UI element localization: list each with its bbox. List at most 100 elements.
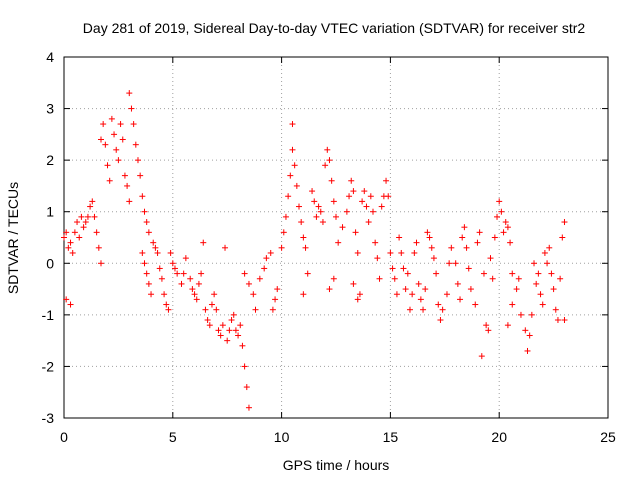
data-point-marker [100, 121, 107, 128]
data-point-marker [541, 249, 548, 256]
data-point-marker [124, 182, 131, 189]
data-point-marker [487, 255, 494, 262]
y-tick-label: 0 [46, 255, 54, 271]
data-point-marker [393, 291, 400, 298]
data-point-marker [143, 219, 150, 226]
data-point-marker [167, 249, 174, 256]
data-point-marker [561, 317, 568, 324]
y-tick-label: -3 [42, 410, 55, 426]
data-point-marker [420, 306, 427, 313]
data-point-marker [137, 172, 144, 179]
data-point-marker [193, 296, 200, 303]
y-tick-label: -2 [42, 358, 55, 374]
data-point-marker [478, 353, 485, 360]
data-point-marker [480, 270, 487, 277]
data-point-marker [356, 291, 363, 298]
data-point-marker [150, 239, 157, 246]
data-point-marker [113, 146, 120, 153]
data-point-marker [461, 224, 468, 231]
data-point-marker [178, 280, 185, 287]
data-point-marker [459, 234, 466, 241]
data-point-marker [500, 229, 507, 236]
data-point-marker [148, 291, 155, 298]
data-point-marker [528, 311, 535, 318]
x-tick-label: 20 [491, 429, 507, 445]
data-point-marker [437, 317, 444, 324]
data-point-marker [158, 275, 165, 282]
data-point-marker [187, 275, 194, 282]
data-point-marker [333, 213, 339, 220]
data-point-marker [145, 280, 152, 287]
data-point-marker [561, 219, 568, 226]
data-point-marker [557, 275, 564, 282]
y-tick-label: -1 [42, 307, 55, 323]
data-point-marker [354, 249, 361, 256]
data-point-marker [515, 275, 522, 282]
data-point-marker [134, 157, 141, 164]
data-point-marker [82, 219, 89, 226]
data-point-marker [415, 280, 422, 287]
data-point-marker [121, 172, 128, 179]
data-point-marker [230, 311, 237, 318]
data-point-marker [206, 322, 213, 329]
data-point-marker [467, 286, 474, 293]
data-point-marker [509, 301, 516, 308]
data-point-marker [61, 234, 67, 241]
data-point-marker [350, 188, 357, 195]
data-point-marker [222, 244, 229, 251]
data-point-marker [65, 244, 72, 251]
data-point-marker [313, 213, 320, 220]
data-point-marker [378, 203, 385, 210]
data-point-marker [524, 347, 531, 354]
data-point-marker [274, 286, 281, 293]
data-point-marker [385, 193, 392, 200]
data-point-marker [439, 306, 446, 313]
data-point-marker [396, 234, 403, 241]
data-point-marker [87, 203, 94, 210]
data-point-marker [169, 260, 176, 267]
data-point-marker [428, 244, 435, 251]
data-point-marker [485, 327, 492, 334]
data-point-marker [67, 301, 74, 308]
data-point-marker [339, 224, 346, 231]
data-point-marker [139, 193, 146, 200]
data-point-marker [311, 198, 318, 205]
data-point-marker [330, 198, 337, 205]
data-point-marker [165, 306, 172, 313]
data-point-marker [430, 255, 437, 262]
data-point-marker [191, 291, 198, 298]
data-point-marker [448, 244, 455, 251]
data-point-marker [324, 146, 331, 153]
data-point-marker [239, 342, 246, 349]
data-point-marker [489, 275, 496, 282]
x-tick-label: 0 [60, 429, 68, 445]
data-point-marker [400, 265, 407, 272]
data-point-marker [343, 208, 350, 215]
data-point-marker [513, 286, 520, 293]
data-point-marker [139, 249, 146, 256]
data-point-marker [354, 296, 361, 303]
data-point-marker [182, 255, 189, 262]
data-point-marker [352, 229, 359, 236]
data-point-marker [504, 322, 511, 329]
data-point-marker [289, 121, 296, 128]
data-point-marker [417, 296, 424, 303]
data-point-marker [71, 229, 78, 236]
data-point-marker [263, 255, 270, 262]
data-point-marker [106, 177, 113, 184]
data-point-marker [330, 275, 337, 282]
data-point-marker [252, 306, 259, 313]
data-point-marker [119, 136, 126, 143]
data-point-marker [63, 296, 70, 303]
data-point-marker [232, 327, 239, 334]
data-point-marker [552, 306, 559, 313]
data-point-marker [304, 270, 311, 277]
data-point-marker [235, 332, 242, 339]
data-point-marker [280, 229, 287, 236]
data-point-marker [372, 239, 379, 246]
data-point-marker [296, 203, 303, 210]
data-point-marker [241, 270, 248, 277]
data-point-marker [363, 203, 370, 210]
data-point-marker [302, 244, 309, 251]
data-point-marker [256, 275, 263, 282]
